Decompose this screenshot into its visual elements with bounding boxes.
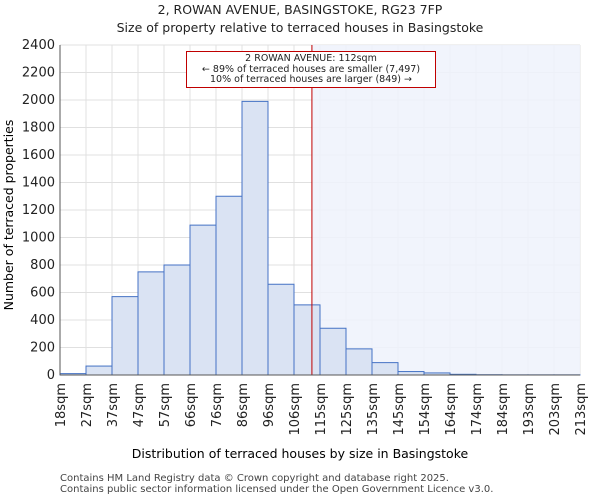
annotation-line-2: ← 89% of terraced houses are smaller (7,… — [201, 63, 421, 75]
bar — [111, 296, 139, 376]
bar — [345, 348, 373, 376]
x-axis-label: Distribution of terraced houses by size … — [132, 446, 469, 461]
x-tick-label: 106sqm — [288, 383, 303, 436]
bar — [137, 271, 165, 376]
axes — [59, 45, 580, 376]
y-tick-label: 400 — [30, 313, 55, 328]
x-tick-label: 135sqm — [366, 383, 381, 436]
bar — [267, 283, 295, 376]
y-tick-label: 0 — [47, 368, 55, 383]
y-tick-label: 800 — [30, 258, 55, 273]
x-tick-label: 115sqm — [314, 383, 329, 436]
x-tick-label: 184sqm — [496, 383, 511, 436]
x-tick-label: 96sqm — [262, 383, 277, 427]
x-tick-label: 57sqm — [158, 383, 173, 427]
x-tick-label: 174sqm — [470, 383, 485, 436]
chart-title: 2, ROWAN AVENUE, BASINGSTOKE, RG23 7FP — [157, 2, 443, 17]
bar — [241, 100, 269, 376]
x-tick-labels: 18sqm 27sqm 37sqm 47sqm 57sqm 66sqm 76sqm 86sqm… — [54, 383, 589, 436]
x-tick-label: 37sqm — [106, 383, 121, 427]
y-axis-label: Number of terraced properties — [1, 120, 16, 311]
x-tick-label: 47sqm — [132, 383, 147, 427]
annotation-line-3: 10% of terraced houses are larger (849) … — [210, 74, 412, 85]
bar — [163, 264, 191, 376]
x-tick-label: 203sqm — [548, 383, 563, 436]
y-tick-labels: 0 200 400 600 800 1000 1200 1400 1600 1800 2000 220… — [22, 38, 55, 383]
bar — [319, 327, 347, 376]
y-tick-label: 2000 — [22, 93, 55, 108]
x-tick-label: 154sqm — [418, 383, 433, 436]
x-tick-label: 125sqm — [340, 383, 355, 436]
y-tick-label: 1600 — [22, 148, 55, 163]
x-tick-label: 18sqm — [54, 383, 69, 427]
annotation-box: 2 ROWAN AVENUE: 112sqm ← 89% of terraced… — [186, 51, 436, 88]
x-tick-label: 66sqm — [184, 383, 199, 427]
y-tick-label: 1200 — [22, 203, 55, 218]
footer-line-2: Contains public sector information licen… — [60, 484, 494, 495]
bar — [371, 362, 399, 376]
y-tick-label: 2200 — [22, 66, 55, 81]
x-tick-label: 193sqm — [522, 383, 537, 436]
x-tick-label: 213sqm — [574, 383, 589, 436]
y-tick-label: 200 — [30, 341, 55, 356]
annotation-line-1: 2 ROWAN AVENUE: 112sqm — [245, 53, 377, 64]
chart-subtitle: Size of property relative to terraced ho… — [116, 20, 484, 35]
x-tick-label: 164sqm — [444, 383, 459, 436]
bar — [215, 195, 243, 376]
y-tick-label: 1800 — [22, 121, 55, 136]
x-tick-label: 76sqm — [210, 383, 225, 427]
y-tick-label: 600 — [30, 286, 55, 301]
bar — [189, 224, 217, 376]
y-tick-label: 1400 — [22, 176, 55, 191]
x-tick-label: 27sqm — [80, 383, 95, 427]
x-tick-label: 145sqm — [392, 383, 407, 436]
x-tick-label: 86sqm — [236, 383, 251, 427]
larger-region-shading — [311, 45, 580, 375]
footer-line-1: Contains HM Land Registry data © Crown c… — [60, 473, 449, 484]
bar — [85, 365, 113, 376]
bars — [59, 100, 581, 376]
bar — [397, 371, 425, 376]
y-tick-label: 1000 — [22, 231, 55, 246]
y-tick-label: 2400 — [22, 38, 55, 53]
chart-svg: 0 200 400 600 800 1000 1200 1400 1600 1800 2000 220… — [1, 38, 589, 461]
bar — [293, 304, 321, 376]
